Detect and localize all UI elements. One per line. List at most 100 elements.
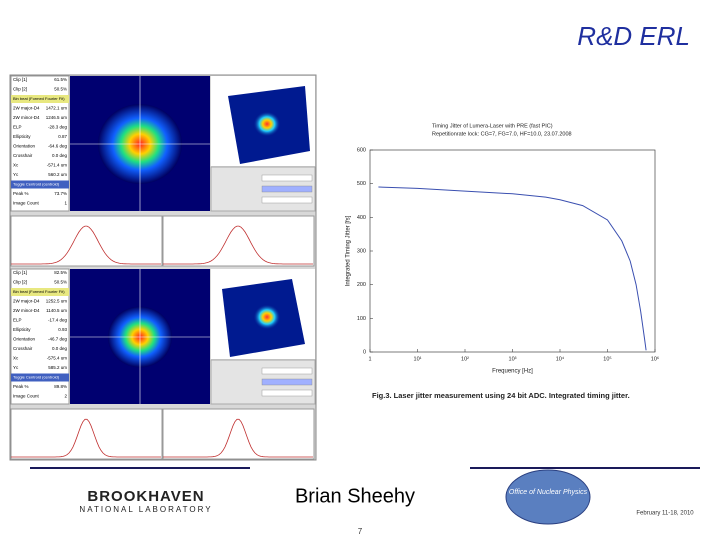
param-value: 1140.5 um bbox=[46, 308, 67, 313]
param-label: Crosshair bbox=[13, 346, 33, 351]
section-label: Bin beat (Formed Fourier Fit) bbox=[13, 289, 65, 294]
param-value: 82.5% bbox=[54, 270, 67, 275]
param-label: Peak % bbox=[13, 191, 29, 196]
param-value: 50.5% bbox=[54, 87, 67, 92]
lab-logo: BROOKHAVEN bbox=[87, 488, 204, 505]
param-value: 585.2 um bbox=[48, 365, 67, 370]
param-label: Clip [2] bbox=[13, 87, 27, 92]
param-label: Image Count bbox=[13, 201, 40, 206]
param-label: Image Count bbox=[13, 394, 40, 399]
section-bar bbox=[11, 180, 69, 189]
param-value: 0.0 deg bbox=[52, 153, 68, 158]
param-value: -571.4 um bbox=[47, 163, 68, 168]
param-value: 1252.5 um bbox=[46, 299, 68, 304]
control-bar bbox=[261, 389, 313, 397]
profile-curve bbox=[11, 418, 161, 458]
param-label: 2W major-D4 bbox=[13, 106, 40, 111]
profile-curve bbox=[163, 225, 313, 265]
x-tick-label: 10¹ bbox=[414, 356, 422, 362]
slide-title: R&D ERL bbox=[577, 21, 690, 51]
param-value: 2 bbox=[64, 394, 67, 399]
param-value: -17.4 deg bbox=[48, 318, 68, 323]
param-label: Ellipticity bbox=[13, 327, 31, 332]
x-axis-label: Frequency [Hz] bbox=[492, 369, 533, 375]
y-tick-label: 600 bbox=[357, 147, 366, 153]
section-bar bbox=[11, 95, 69, 103]
param-label: Crosshair bbox=[13, 153, 33, 158]
profile-curve bbox=[163, 418, 313, 458]
param-label: Orientation bbox=[13, 144, 36, 149]
section-bar bbox=[11, 373, 69, 382]
param-label: Xc bbox=[13, 356, 19, 361]
x-tick-label: 10³ bbox=[509, 356, 517, 362]
chart-title: Timing Jitter of Lumera-Laser with PRE (… bbox=[432, 123, 553, 129]
x-tick-label: 10² bbox=[461, 356, 469, 362]
control-bar bbox=[261, 185, 313, 193]
param-value: 560.2 um bbox=[48, 172, 67, 177]
y-tick-label: 400 bbox=[357, 215, 366, 221]
section-bar bbox=[11, 288, 69, 296]
param-value: 50.5% bbox=[54, 280, 67, 285]
param-label: Ellipticity bbox=[13, 134, 31, 139]
param-label: Peak % bbox=[13, 384, 29, 389]
section-label: Toggle Centroid (centroid) bbox=[13, 375, 60, 380]
figure-caption: Fig.3. Laser jitter measurement using 24… bbox=[372, 391, 630, 400]
view-3d-peak bbox=[253, 304, 281, 330]
param-value: 89.8% bbox=[54, 384, 67, 389]
x-tick-label: 1 bbox=[368, 356, 371, 362]
profiler-screenshot: Clip [1] 61.5% Clip [2] 50.5% Bin beat (Form… bbox=[9, 74, 317, 461]
param-label: Clip [2] bbox=[13, 280, 27, 285]
y-axis-label: Integrated Timing Jitter [fs] bbox=[346, 215, 352, 286]
param-label: Orientation bbox=[13, 337, 36, 342]
param-value: 1 bbox=[64, 201, 67, 206]
param-value: 61.5% bbox=[54, 77, 67, 82]
y-tick-label: 200 bbox=[357, 282, 366, 288]
profile-curve bbox=[11, 225, 161, 265]
y-tick-label: 100 bbox=[357, 316, 366, 322]
office-seal bbox=[505, 469, 591, 525]
profile-plot bbox=[10, 215, 163, 267]
param-label: Yc bbox=[13, 172, 19, 177]
y-tick-label: 0 bbox=[363, 349, 366, 355]
param-value: 1472.1 um bbox=[46, 106, 68, 111]
y-tick-label: 500 bbox=[357, 181, 366, 187]
param-value: 0.93 bbox=[58, 327, 67, 332]
control-bar bbox=[261, 174, 313, 182]
param-label: Clip [1] bbox=[13, 77, 27, 82]
param-value: -28.3 deg bbox=[48, 125, 68, 130]
view-3d-peak bbox=[253, 111, 281, 137]
x-tick-label: 10⁴ bbox=[556, 355, 565, 362]
date: February 11-18, 2010 bbox=[636, 511, 694, 517]
param-label: 2W major-D4 bbox=[13, 299, 40, 304]
chart-title: Repetitionrate lock: CG=7, FG=7.0, HF=10… bbox=[432, 131, 572, 137]
param-label: Yc bbox=[13, 365, 19, 370]
param-value: -575.4 um bbox=[47, 356, 68, 361]
lab-logo: NATIONAL LABORATORY bbox=[79, 505, 212, 514]
param-value: 73.7% bbox=[54, 191, 67, 196]
param-value: 1246.5 um bbox=[46, 115, 68, 120]
param-value: 0.87 bbox=[58, 134, 67, 139]
office-name: Office of Nuclear Physics bbox=[509, 489, 588, 496]
x-tick-label: 10⁵ bbox=[603, 355, 611, 362]
y-tick-label: 300 bbox=[357, 248, 366, 254]
control-bar bbox=[261, 367, 313, 375]
param-label: ELP bbox=[13, 318, 22, 323]
param-label: Xc bbox=[13, 163, 19, 168]
profile-plot bbox=[162, 215, 315, 267]
jitter-line bbox=[378, 186, 647, 351]
profile-plot bbox=[10, 408, 163, 460]
control-bar bbox=[261, 378, 313, 386]
section-label: Toggle Centroid (centroid) bbox=[13, 182, 60, 187]
param-label: ELP bbox=[13, 125, 22, 130]
param-label: Clip [1] bbox=[13, 270, 27, 275]
jitter-chart: Timing Jitter of Lumera-Laser with PRE (… bbox=[346, 123, 660, 400]
param-label: 2W minor-D4 bbox=[13, 115, 40, 120]
page-number: 7 bbox=[358, 527, 363, 536]
profile-plot bbox=[162, 408, 315, 460]
control-bar bbox=[261, 196, 313, 204]
param-value: 0.0 deg bbox=[52, 346, 68, 351]
param-value: -46.7 deg bbox=[48, 337, 68, 342]
section-label: Bin beat (Formed Fourier Fit) bbox=[13, 96, 65, 101]
author: Brian Sheehy bbox=[295, 485, 415, 507]
